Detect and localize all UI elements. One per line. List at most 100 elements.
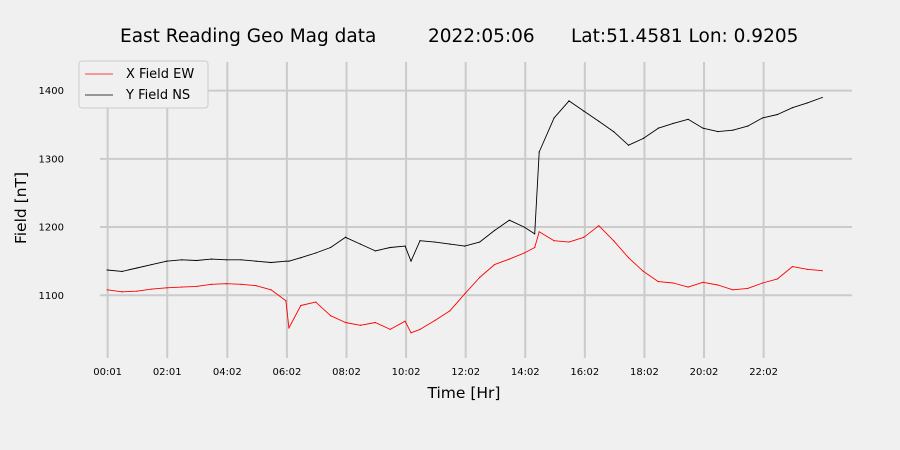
x-tick-label: 22:02 [749, 367, 778, 378]
data-point [195, 285, 198, 287]
data-point [389, 328, 391, 330]
data-point [493, 263, 496, 266]
data-point [106, 289, 108, 291]
series-line-x-field [107, 225, 823, 334]
chart-title-date: 2022:05:06 [428, 26, 535, 47]
data-point [478, 241, 481, 243]
data-point [568, 241, 570, 243]
data-point [359, 324, 361, 326]
data-point [270, 261, 272, 264]
data-point [419, 240, 421, 242]
data-point [672, 282, 674, 284]
data-point [419, 328, 421, 330]
x-tick-label: 06:02 [272, 367, 301, 378]
legend-label-x-field: X Field EW [126, 67, 194, 82]
data-point [255, 285, 257, 287]
data-point [410, 332, 412, 334]
data-point [330, 315, 332, 317]
data-point [136, 267, 138, 269]
data-point [210, 283, 213, 285]
x-tick-label: 04:02 [213, 367, 242, 378]
tick-labels: 00:01 02:01 04:02 06:02 08:02 10:02 12:02 14:02… [39, 86, 778, 378]
data-point [449, 243, 451, 245]
data-point [478, 276, 481, 279]
data-point [702, 127, 704, 129]
y-tick-label: 1400 [39, 86, 64, 97]
data-point [181, 286, 183, 288]
data-point [166, 260, 168, 262]
data-point [181, 259, 183, 261]
data-point [389, 246, 391, 249]
data-point [553, 117, 555, 119]
data-point [523, 252, 525, 254]
chart-title-location: Lat:51.4581 Lon: 0.9205 [571, 26, 798, 47]
data-point [821, 270, 823, 272]
data-point [806, 102, 808, 104]
data-point [344, 321, 347, 324]
data-point [642, 270, 645, 272]
data-point [240, 283, 242, 285]
data-point [627, 257, 630, 259]
data-point [374, 321, 376, 324]
data-point [791, 266, 794, 268]
data-point [240, 259, 242, 261]
data-point [627, 144, 630, 146]
data-point [747, 287, 749, 290]
data-point [687, 118, 689, 120]
data-point [717, 284, 719, 286]
data-point [583, 236, 585, 238]
x-tick-label: 14:02 [511, 367, 540, 378]
data-point [151, 288, 153, 290]
data-point [121, 270, 123, 272]
data-point [285, 300, 287, 302]
data-point [270, 289, 272, 291]
data-point [642, 137, 645, 139]
data-point [121, 291, 123, 293]
chart-title-station: East Reading Geo Mag data [120, 26, 376, 47]
data-point [464, 293, 466, 295]
data-point [732, 129, 734, 131]
data-point [583, 110, 585, 112]
data-point [538, 231, 540, 233]
data-point [598, 120, 600, 122]
data-point [410, 260, 412, 262]
data-point [821, 96, 823, 99]
y-tick-label: 1100 [39, 291, 64, 302]
series-layer [106, 96, 823, 334]
data-point [534, 246, 536, 249]
legend: X Field EW Y Field NS [78, 60, 209, 109]
series-line-y-field [107, 97, 823, 272]
data-point [210, 258, 213, 260]
data-point [449, 310, 451, 312]
data-point [508, 219, 510, 221]
data-point [404, 320, 406, 322]
y-axis-label: Field [nT] [12, 172, 30, 244]
data-point [136, 290, 138, 292]
data-point [762, 282, 764, 284]
data-point [732, 289, 734, 291]
x-tick-label: 00:01 [93, 367, 122, 378]
data-point [374, 250, 376, 252]
data-point [702, 281, 704, 283]
x-tick-label: 12:02 [451, 367, 480, 378]
data-point [288, 327, 290, 329]
data-point [300, 257, 302, 259]
data-point [806, 268, 808, 270]
data-point [493, 229, 496, 232]
data-point [776, 278, 779, 280]
y-tick-label: 1300 [39, 154, 64, 165]
data-point [747, 125, 749, 127]
data-point [598, 225, 600, 227]
x-tick-label: 18:02 [630, 367, 659, 378]
data-point [568, 100, 570, 102]
data-point [672, 122, 674, 124]
data-point [225, 259, 227, 261]
data-point [776, 113, 779, 116]
data-point [762, 117, 764, 119]
data-point [538, 151, 540, 153]
data-point [534, 233, 536, 235]
data-point [330, 246, 332, 249]
data-point [166, 287, 168, 289]
x-tick-label: 20:02 [690, 367, 719, 378]
